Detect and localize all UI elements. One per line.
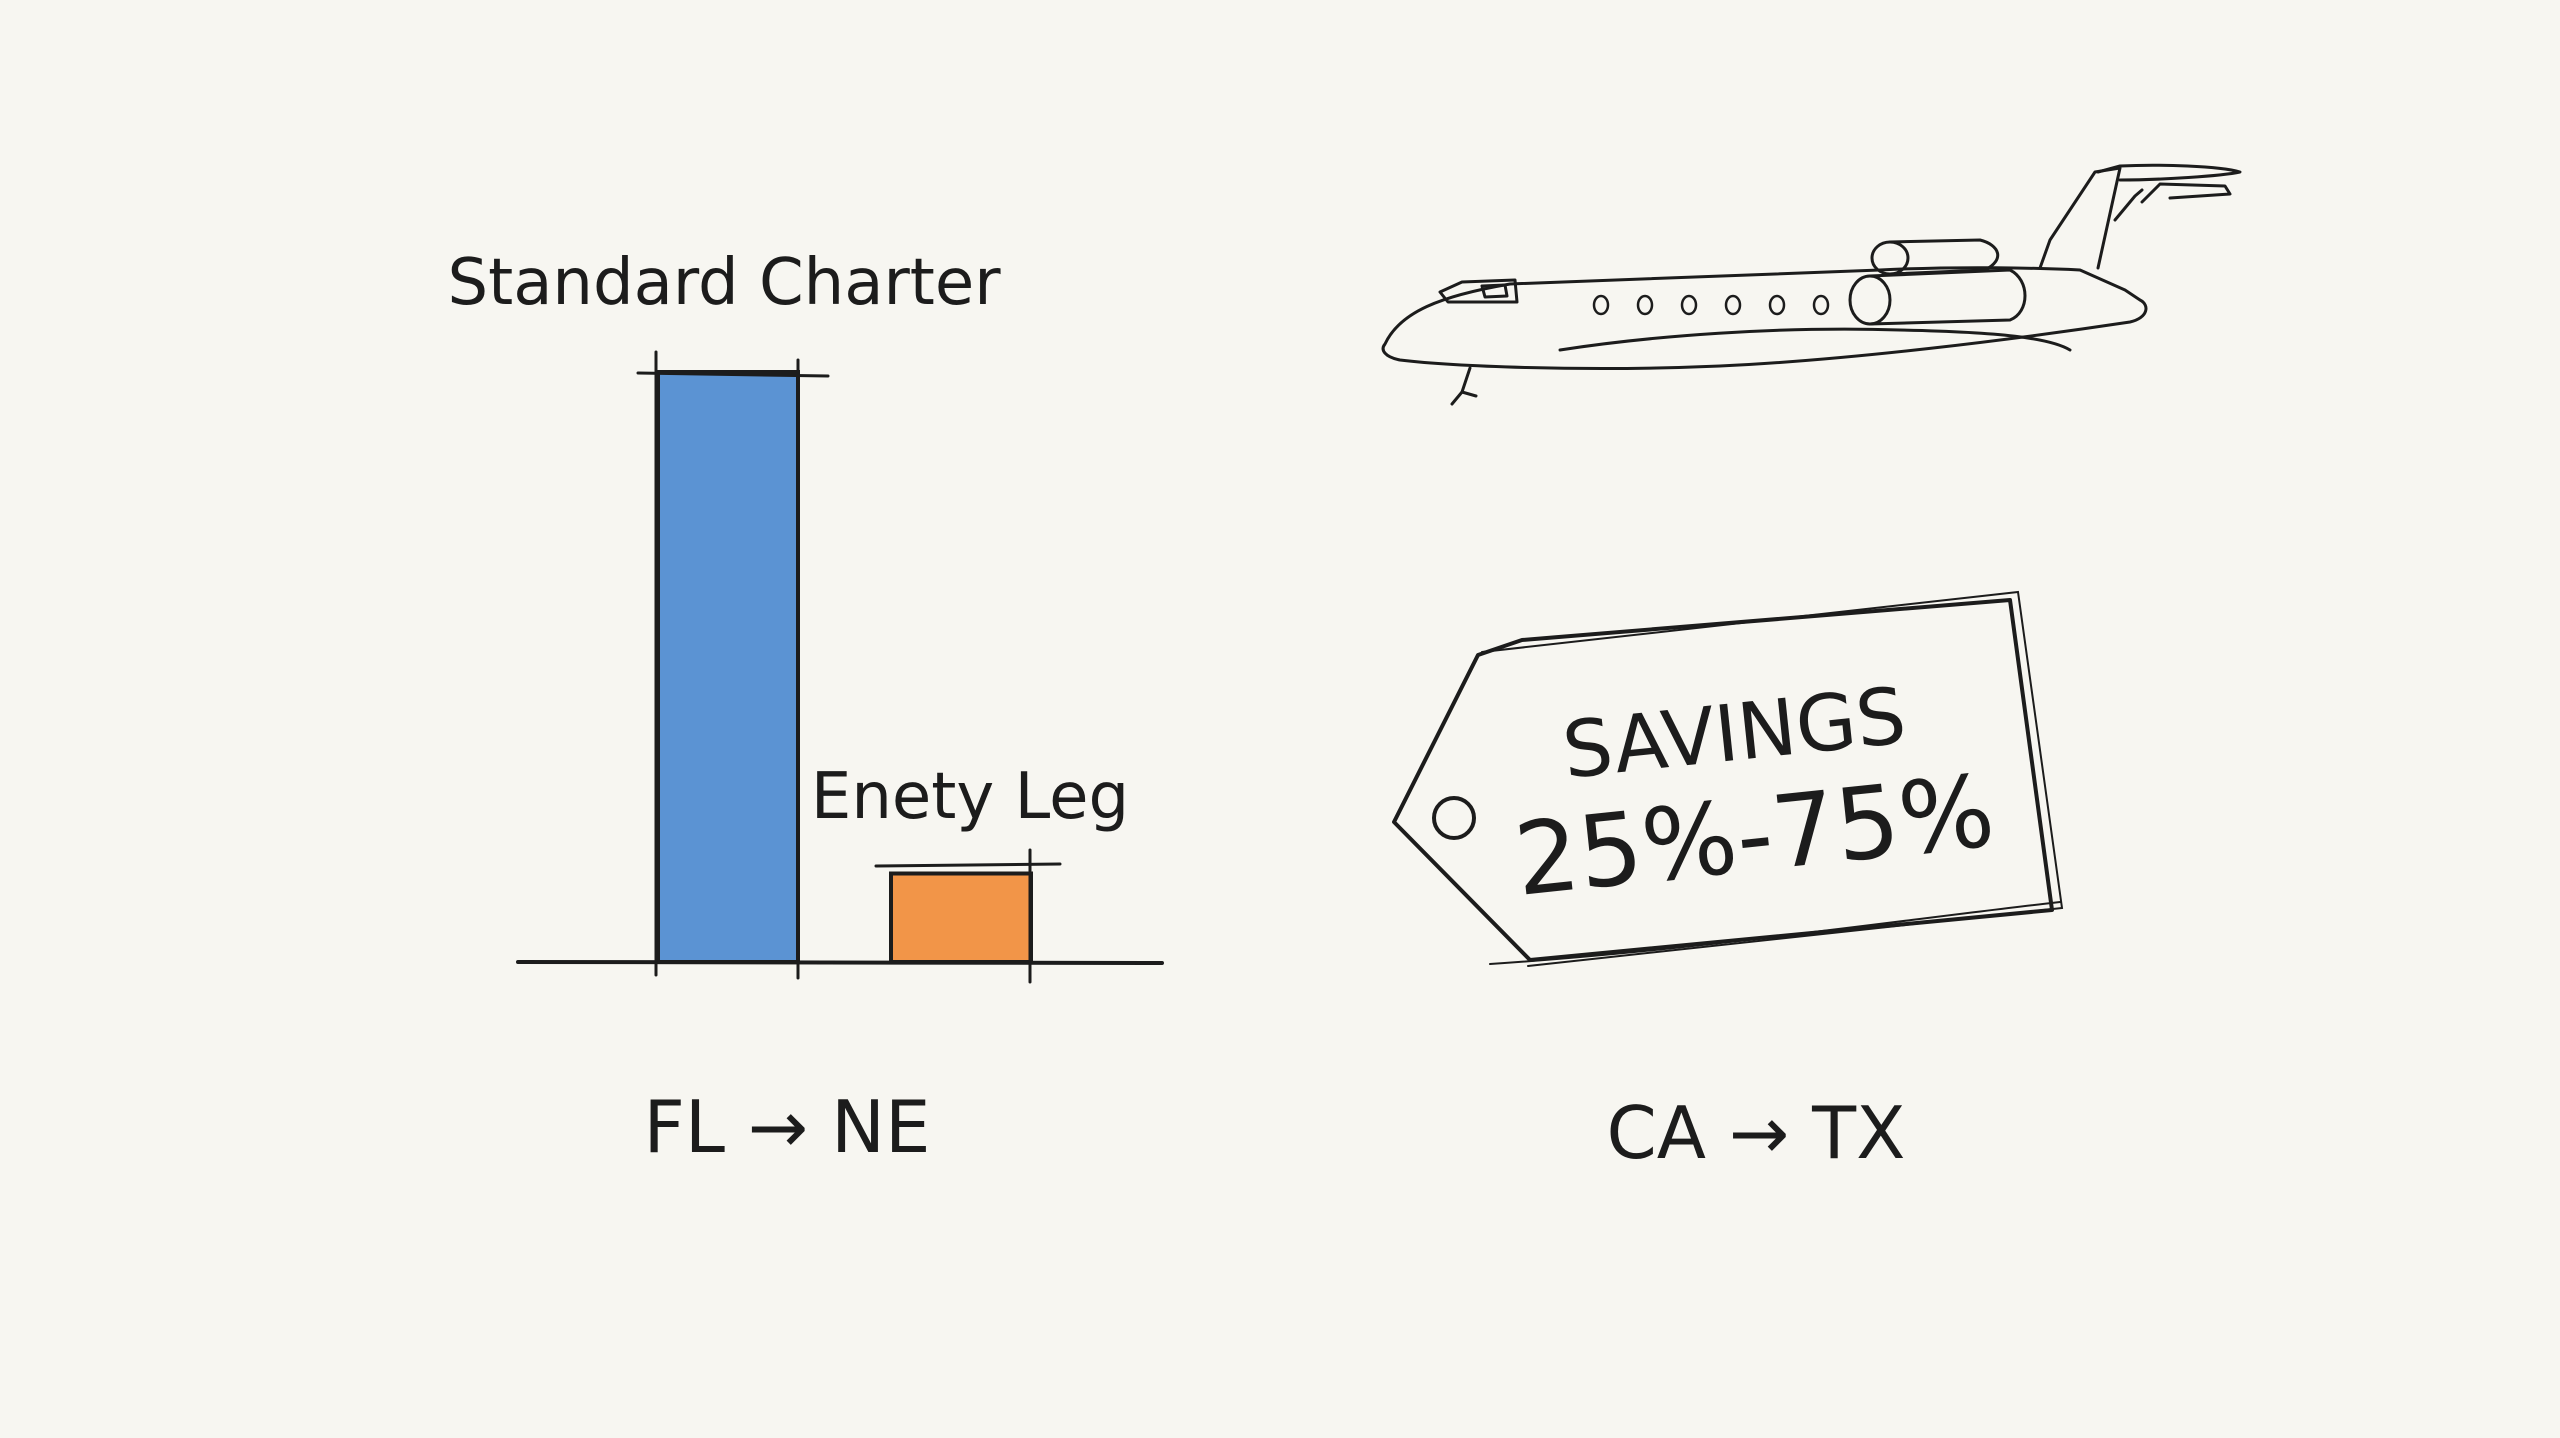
bar-chart: Standard Charter Enety Leg FL → NE	[447, 246, 1164, 1169]
tag-shadow-line	[1489, 901, 2061, 965]
category-label-enety-leg: Enety Leg	[811, 760, 1129, 834]
tag-hole	[1432, 796, 1476, 840]
savings-tag: SAVINGS 25%-75%	[1392, 590, 2064, 967]
baseline	[516, 959, 1164, 965]
bar-top-tick-enety-leg	[874, 862, 1062, 868]
route-label-fl-ne: FL → NE	[644, 1085, 931, 1169]
tag-outline-sketch	[1481, 590, 2064, 967]
category-label-standard-charter: Standard Charter	[447, 246, 1001, 320]
route-label-ca-tx: CA → TX	[1607, 1091, 1906, 1175]
bar-enety-leg	[889, 871, 1033, 964]
tag-outline	[1392, 598, 2054, 962]
private-jet-icon	[1381, 163, 2242, 406]
bar-top-tick-standard-charter	[636, 371, 830, 378]
bar-standard-charter	[656, 370, 800, 964]
